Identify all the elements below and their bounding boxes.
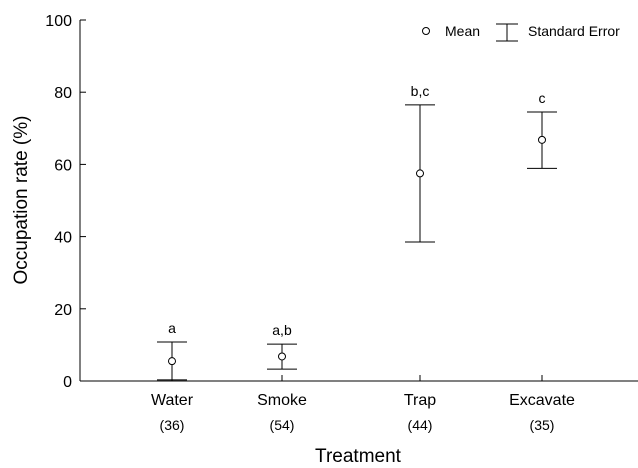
y-tick-label: 60 — [54, 157, 72, 174]
sample-size-label: (44) — [408, 417, 433, 433]
x-axis-categories: Water (36) Smoke (54) Trap (44) Excavate (35) — [151, 375, 575, 433]
category-label: Trap — [404, 392, 436, 409]
legend-mean-label: Mean — [445, 23, 480, 39]
significance-label: a — [168, 320, 176, 336]
legend: Mean Standard Error — [422, 23, 620, 42]
sample-size-label: (54) — [270, 417, 295, 433]
mean-point — [168, 357, 176, 366]
x-axis-title: Treatment — [315, 446, 402, 467]
category-label: Smoke — [257, 392, 307, 409]
significance-label: c — [539, 90, 546, 106]
y-tick-label: 40 — [54, 230, 72, 247]
sample-size-label: (35) — [530, 417, 555, 433]
mean-point — [416, 169, 424, 178]
significance-label: a,b — [272, 322, 292, 338]
y-tick-label: 100 — [45, 13, 72, 30]
y-tick-label: 20 — [54, 302, 72, 319]
y-tick-label: 0 — [63, 374, 72, 391]
category-label: Excavate — [509, 392, 575, 409]
category-label: Water — [151, 392, 194, 409]
mean-point — [278, 352, 286, 361]
sample-size-label: (36) — [160, 417, 185, 433]
y-tick-label: 80 — [54, 85, 72, 102]
mean-point — [538, 135, 546, 144]
y-axis-ticks: 0 20 40 60 80 100 — [45, 13, 86, 391]
legend-error-label: Standard Error — [528, 23, 620, 39]
significance-label: b,c — [411, 83, 430, 99]
legend-mean-marker — [422, 27, 430, 35]
y-axis-title: Occupation rate (%) — [11, 116, 32, 285]
data-points: a a,b b,c c — [157, 83, 557, 381]
